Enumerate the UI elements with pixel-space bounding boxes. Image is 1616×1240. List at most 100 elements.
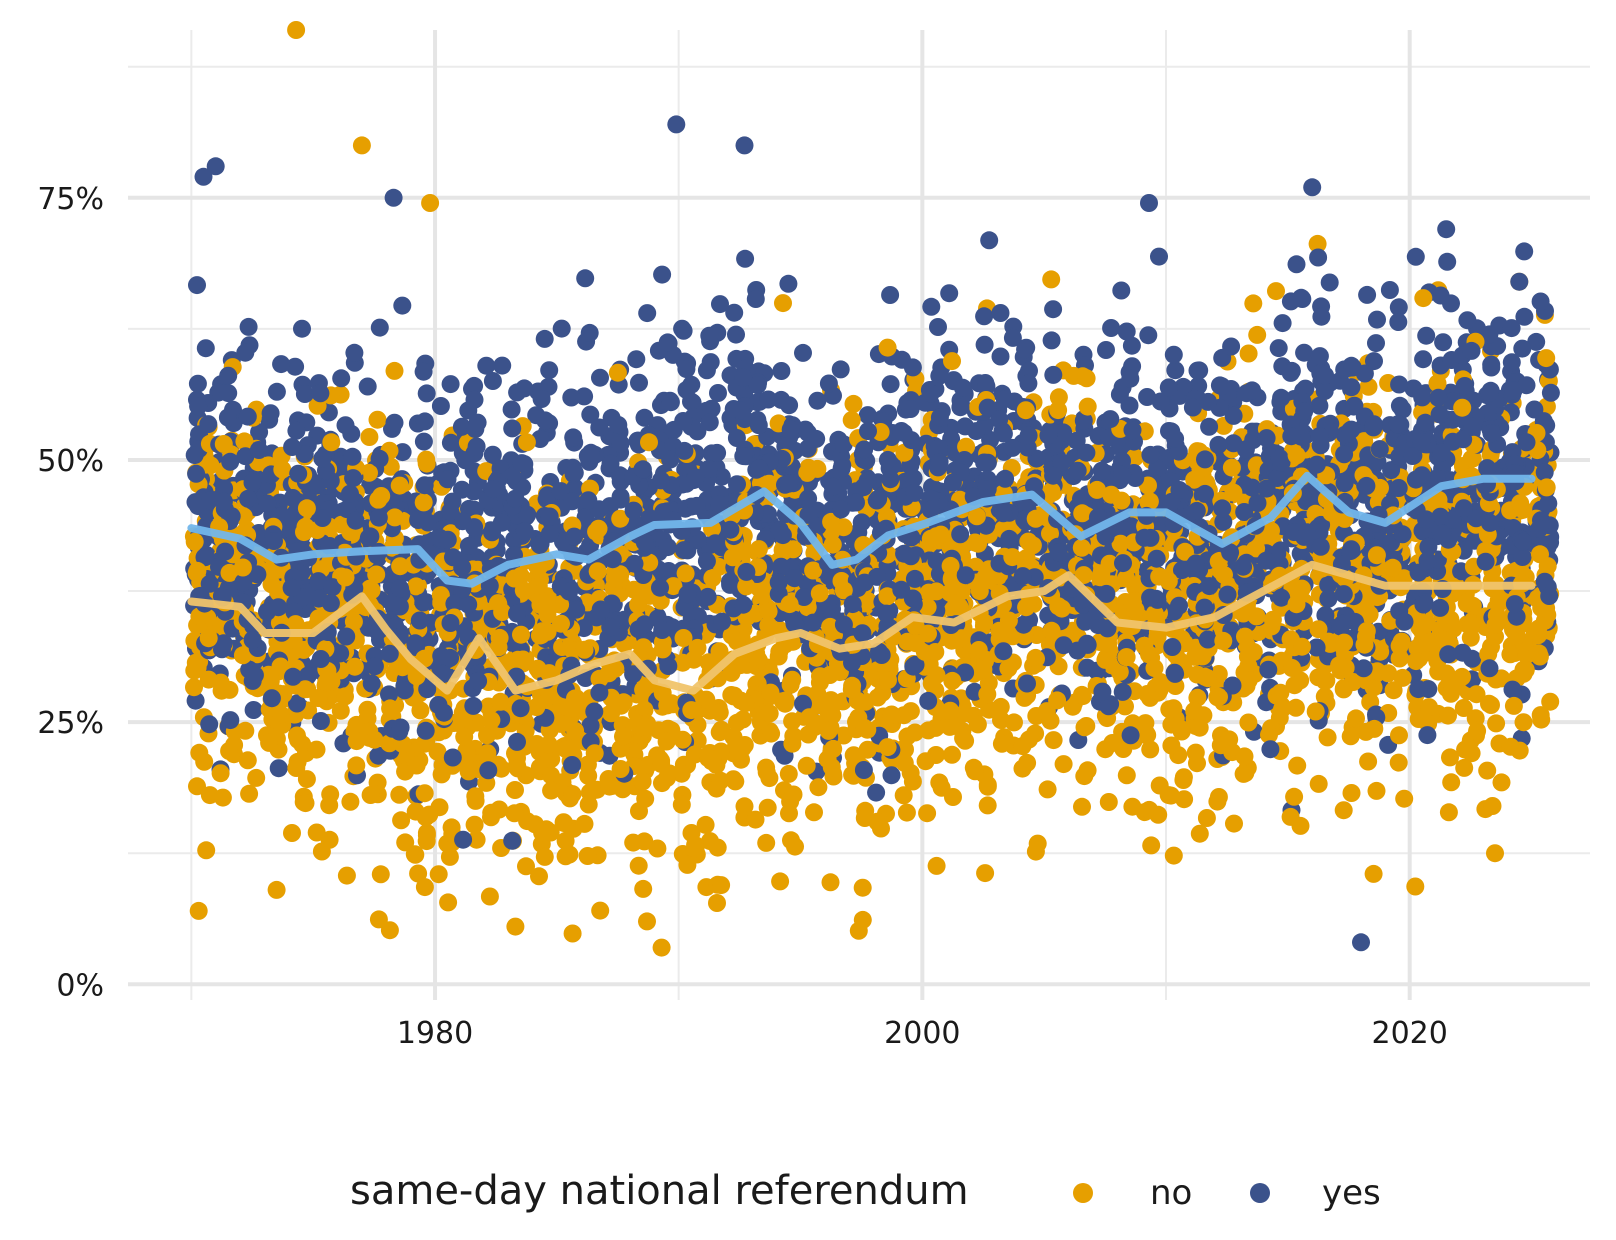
data-point-yes bbox=[575, 387, 594, 406]
data-point-yes bbox=[186, 691, 205, 710]
data-point-no bbox=[1321, 634, 1340, 653]
data-point-no bbox=[1116, 697, 1134, 716]
data-point-yes bbox=[727, 325, 745, 344]
data-point-no bbox=[1334, 680, 1353, 699]
data-point-yes bbox=[1319, 589, 1338, 608]
data-point-no bbox=[1075, 718, 1094, 737]
data-point-no bbox=[1142, 836, 1161, 855]
data-point-yes bbox=[311, 384, 330, 403]
data-point-no bbox=[220, 742, 239, 760]
data-point-no bbox=[185, 532, 204, 551]
data-point-no bbox=[1286, 698, 1305, 717]
data-point-yes bbox=[393, 443, 412, 462]
data-point-yes bbox=[261, 404, 280, 423]
data-point-yes bbox=[940, 284, 959, 303]
data-point-yes bbox=[991, 347, 1010, 366]
data-point-yes bbox=[1389, 298, 1408, 317]
data-point-yes bbox=[1513, 339, 1532, 358]
data-point-yes bbox=[1101, 410, 1120, 429]
data-point-yes bbox=[1099, 697, 1118, 716]
data-point-no bbox=[758, 798, 777, 817]
data-point-yes bbox=[956, 663, 975, 682]
points-layer bbox=[184, 21, 1560, 957]
data-point-no bbox=[1236, 627, 1254, 646]
data-point-no bbox=[1054, 755, 1073, 774]
data-point-yes bbox=[1539, 494, 1558, 513]
data-point-no bbox=[482, 803, 501, 822]
data-point-yes bbox=[1482, 358, 1501, 377]
data-point-no bbox=[1479, 645, 1498, 664]
data-point-yes bbox=[493, 356, 512, 375]
data-point-no bbox=[1190, 824, 1209, 843]
data-point-yes bbox=[1380, 281, 1399, 299]
data-point-no bbox=[1285, 676, 1304, 695]
data-point-yes bbox=[218, 408, 237, 427]
data-point-no bbox=[1005, 713, 1023, 732]
data-point-no bbox=[1262, 521, 1280, 540]
data-point-yes bbox=[759, 390, 778, 409]
data-point-no bbox=[749, 650, 768, 669]
data-point-yes bbox=[483, 372, 502, 390]
data-point-no bbox=[918, 804, 937, 823]
data-point-yes bbox=[309, 572, 328, 591]
data-point-no bbox=[362, 581, 381, 600]
data-point-no bbox=[724, 728, 743, 747]
data-point-yes bbox=[854, 478, 873, 497]
data-point-no bbox=[369, 910, 388, 929]
data-point-yes bbox=[1003, 328, 1022, 347]
data-point-yes bbox=[819, 374, 838, 393]
data-point-no bbox=[956, 731, 975, 750]
data-point-yes bbox=[567, 600, 586, 619]
data-point-yes bbox=[1478, 459, 1497, 478]
data-point-no bbox=[1042, 621, 1061, 640]
data-point-yes bbox=[311, 712, 330, 730]
data-point-no bbox=[1492, 773, 1511, 792]
data-point-no bbox=[1454, 699, 1473, 717]
data-point-no bbox=[1504, 696, 1523, 715]
data-point-no bbox=[556, 831, 575, 850]
data-point-no bbox=[1318, 728, 1337, 747]
data-point-yes bbox=[779, 274, 798, 293]
data-point-no bbox=[1176, 542, 1194, 561]
data-point-no bbox=[735, 797, 754, 816]
data-point-no bbox=[283, 824, 301, 842]
data-point-yes bbox=[1458, 311, 1477, 330]
data-point-yes bbox=[772, 362, 791, 380]
data-point-yes bbox=[1406, 247, 1425, 266]
data-point-no bbox=[247, 768, 266, 787]
data-point-yes bbox=[431, 397, 450, 415]
data-point-yes bbox=[831, 360, 850, 379]
data-point-yes bbox=[1174, 377, 1193, 396]
data-point-no bbox=[1028, 834, 1047, 853]
data-point-no bbox=[821, 873, 840, 892]
data-point-yes bbox=[441, 375, 460, 394]
data-point-no bbox=[882, 705, 901, 724]
data-point-no bbox=[1048, 691, 1067, 710]
data-point-no bbox=[585, 744, 604, 763]
data-point-no bbox=[578, 847, 597, 865]
data-point-yes bbox=[700, 326, 719, 345]
data-point-yes bbox=[283, 489, 302, 507]
data-point-yes bbox=[878, 450, 897, 469]
data-point-no bbox=[1111, 534, 1130, 553]
data-point-no bbox=[676, 564, 695, 583]
data-point-yes bbox=[477, 356, 496, 375]
data-point-no bbox=[563, 924, 582, 943]
data-point-no bbox=[467, 830, 486, 849]
data-point-no bbox=[652, 754, 671, 773]
data-point-yes bbox=[581, 716, 600, 735]
data-point-yes bbox=[1014, 615, 1033, 634]
data-point-no bbox=[1077, 369, 1096, 388]
data-point-yes bbox=[1480, 383, 1499, 402]
data-point-yes bbox=[1112, 281, 1131, 300]
data-point-no bbox=[478, 726, 496, 745]
data-point-yes bbox=[834, 435, 853, 454]
data-point-yes bbox=[518, 505, 537, 524]
data-point-no bbox=[781, 792, 800, 811]
data-point-yes bbox=[794, 694, 812, 713]
data-point-yes bbox=[1418, 726, 1437, 745]
data-point-no bbox=[711, 771, 730, 790]
data-point-no bbox=[457, 741, 476, 760]
data-point-no bbox=[331, 701, 350, 720]
